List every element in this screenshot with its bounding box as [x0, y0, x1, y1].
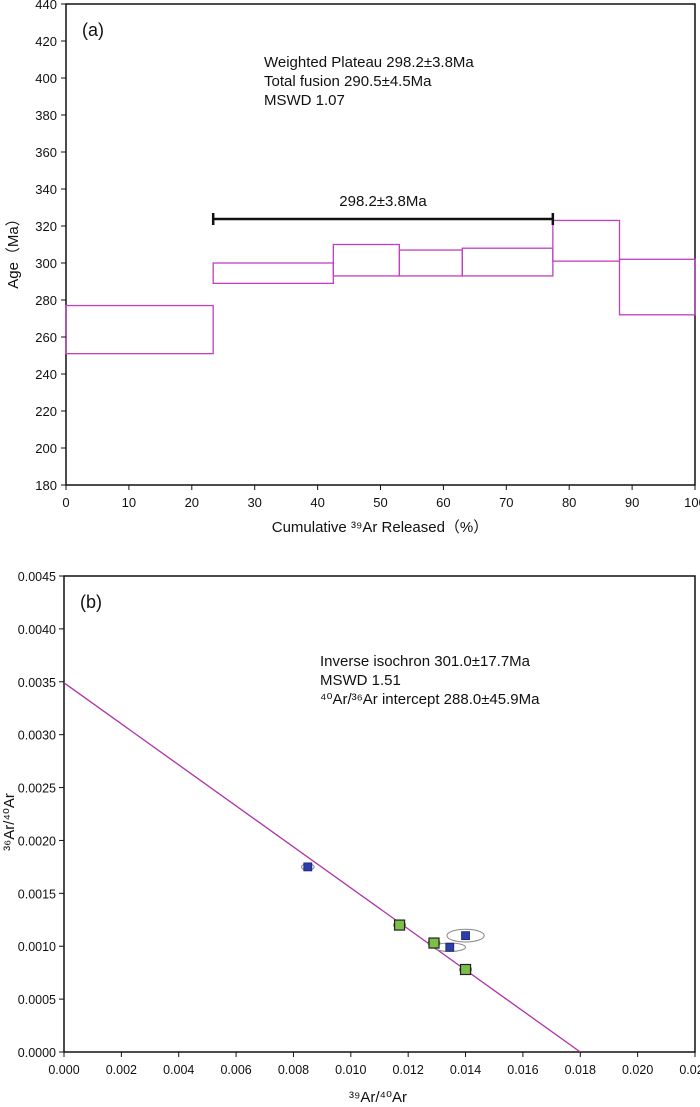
- x-tick-label: 70: [499, 495, 513, 510]
- y-tick-label: 200: [35, 441, 57, 456]
- y-tick-label: 0.0015: [18, 887, 56, 901]
- x-tick-label: 80: [562, 495, 576, 510]
- excluded-error-ellipse: [446, 928, 485, 943]
- plot-frame-b: [63, 575, 696, 1053]
- annotation-mswd-a: MSWD 1.07: [264, 92, 345, 109]
- excluded-data-point: [445, 942, 455, 952]
- y-tick-label: 0.0010: [18, 940, 56, 954]
- y-tick-label: 240: [35, 367, 57, 382]
- y-tick-label: 0.0045: [18, 570, 56, 584]
- x-tick-label: 0.006: [220, 1063, 251, 1077]
- excluded-data-point: [303, 862, 313, 872]
- x-tick-label: 50: [373, 495, 387, 510]
- isochron-fit-line: [63, 682, 581, 1053]
- age-step-box: [212, 262, 334, 285]
- y-tick-label: 0.0040: [18, 623, 56, 637]
- panel-label-b: (b): [80, 592, 102, 612]
- age-step-box: [461, 247, 554, 277]
- x-tick-label: 0.016: [507, 1063, 538, 1077]
- x-tick-label: 0.014: [450, 1063, 481, 1077]
- y-tick-label: 380: [35, 108, 57, 123]
- x-tick-label: 0.008: [278, 1063, 309, 1077]
- x-tick-label: 40: [310, 495, 324, 510]
- y-tick-label: 280: [35, 293, 57, 308]
- y-tick-label: 340: [35, 182, 57, 197]
- x-tick-label: 0.022: [679, 1063, 700, 1077]
- y-axis-label-a: Age（Ma）: [5, 211, 22, 289]
- annotation-inverse-isochron: Inverse isochron 301.0±17.7Ma: [320, 653, 531, 670]
- y-tick-label: 320: [35, 219, 57, 234]
- x-tick-label: 0.000: [48, 1063, 79, 1077]
- y-tick-label: 360: [35, 145, 57, 160]
- age-step-box: [618, 258, 696, 316]
- age-step-box: [552, 219, 621, 262]
- y-tick-label: 0.0030: [18, 729, 56, 743]
- x-tick-label: 0: [62, 495, 69, 510]
- y-tick-label: 220: [35, 404, 57, 419]
- y-tick-label: 0.0005: [18, 993, 56, 1007]
- x-axis-label-b: ³⁹Ar/⁴⁰Ar: [349, 1089, 407, 1106]
- x-tick-label: 0.018: [565, 1063, 596, 1077]
- x-tick-label: 0.020: [622, 1063, 653, 1077]
- y-tick-label: 0.0020: [18, 834, 56, 848]
- x-tick-label: 60: [436, 495, 450, 510]
- y-tick-label: 0.0035: [18, 676, 56, 690]
- x-tick-label: 0.012: [393, 1063, 424, 1077]
- annotation-intercept: ⁴⁰Ar/³⁶Ar intercept 288.0±45.9Ma: [320, 691, 540, 708]
- x-tick-label: 10: [122, 495, 136, 510]
- x-tick-label: 30: [247, 495, 261, 510]
- included-data-point: [459, 963, 472, 976]
- y-tick-label: 440: [35, 0, 57, 12]
- x-tick-label: 20: [185, 495, 199, 510]
- x-axis-label-a: Cumulative ³⁹Ar Released（%）: [272, 519, 489, 536]
- y-tick-label: 300: [35, 256, 57, 271]
- plateau-label: 298.2±3.8Ma: [339, 193, 427, 210]
- y-axis-label-b: ³⁶Ar/⁴⁰Ar: [1, 793, 18, 851]
- y-tick-label: 0.0000: [18, 1046, 56, 1060]
- panel-label-a: (a): [82, 20, 104, 40]
- age-step-box: [65, 304, 214, 355]
- y-tick-label: 400: [35, 71, 57, 86]
- inverse-isochron-chart: 0.000 0.002 0.004 0.006 0.008 0.010 0.012 0.014…: [1, 570, 700, 1106]
- x-tick-label: 100: [684, 495, 700, 510]
- age-spectrum-chart: 0 10 20 30 40 50 60 70 80 90 100 180 200 220 240 260 28…: [5, 0, 700, 536]
- x-tick-label: 0.002: [106, 1063, 137, 1077]
- annotation-total-fusion: Total fusion 290.5±4.5Ma: [264, 73, 432, 90]
- x-tick-label: 0.010: [335, 1063, 366, 1077]
- x-tick-label: 90: [625, 495, 639, 510]
- age-step-box: [398, 249, 463, 277]
- annotation-weighted-plateau: Weighted Plateau 298.2±3.8Ma: [264, 54, 474, 71]
- y-tick-label: 260: [35, 330, 57, 345]
- included-data-point: [428, 937, 440, 949]
- included-data-point: [393, 919, 406, 931]
- y-tick-label: 180: [35, 478, 57, 493]
- annotation-mswd-b: MSWD 1.51: [320, 672, 401, 689]
- y-tick-label: 420: [35, 34, 57, 49]
- x-tick-label: 0.004: [163, 1063, 194, 1077]
- excluded-data-point: [461, 931, 470, 941]
- y-tick-label: 0.0025: [18, 782, 56, 796]
- age-step-box: [332, 243, 401, 277]
